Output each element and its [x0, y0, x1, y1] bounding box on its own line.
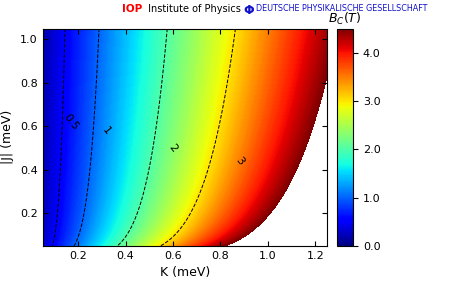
Text: 3: 3: [233, 155, 246, 167]
Text: DEUTSCHE PHYSIKALISCHE GESELLSCHAFT: DEUTSCHE PHYSIKALISCHE GESELLSCHAFT: [256, 4, 428, 13]
Text: IOP: IOP: [122, 4, 142, 14]
Text: 1: 1: [100, 125, 113, 137]
X-axis label: K (meV): K (meV): [160, 266, 210, 279]
Text: 0.5: 0.5: [62, 112, 81, 132]
Title: $B_C(T)$: $B_C(T)$: [328, 11, 362, 27]
Y-axis label: |J| (meV): |J| (meV): [1, 110, 15, 164]
Text: 2: 2: [167, 142, 179, 154]
Text: Institute of Physics: Institute of Physics: [145, 4, 240, 14]
Text: Φ: Φ: [243, 4, 254, 17]
